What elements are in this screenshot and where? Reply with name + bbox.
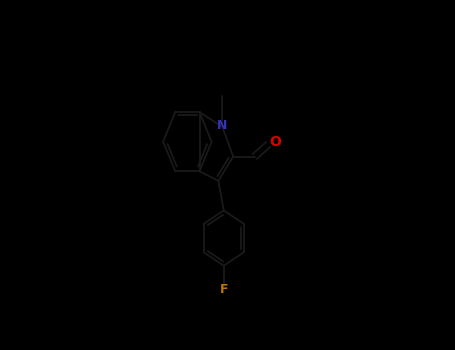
Text: N: N: [217, 119, 228, 132]
Text: F: F: [219, 283, 228, 296]
Text: O: O: [269, 135, 281, 149]
